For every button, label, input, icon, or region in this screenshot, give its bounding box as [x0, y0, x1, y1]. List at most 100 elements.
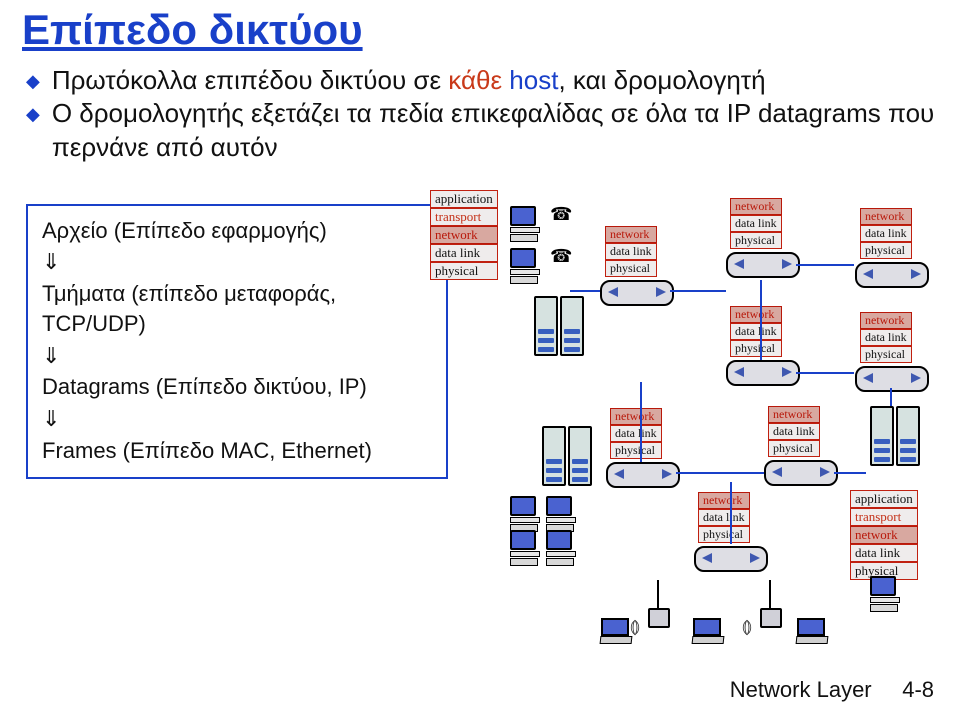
router-icon [855, 262, 929, 288]
bullet-dot-icon: ◆ [26, 70, 40, 97]
bullet-1-kw-red: κάθε [448, 65, 509, 95]
encapsulation-box: Αρχείο (Επίπεδο εφαρμογής) ⇓ Τμήματα (επ… [26, 204, 448, 480]
bullet-1-post: , και δρομολογητή [558, 65, 765, 95]
phone-icon [550, 204, 570, 224]
link-line [796, 264, 854, 266]
stack-router-8: network data link physical [698, 492, 750, 543]
layer-network: network [860, 208, 912, 225]
layer-network: network [610, 408, 662, 425]
pc-icon [510, 496, 540, 526]
layer-transport: transport [430, 208, 498, 226]
layer-datalink: data link [730, 215, 782, 232]
layer-datalink: data link [860, 329, 912, 346]
layer-application: application [850, 490, 918, 508]
link-line [570, 290, 600, 292]
enc-arrow-3: ⇓ [42, 404, 432, 434]
layer-transport: transport [850, 508, 918, 526]
pc-icon [510, 530, 540, 560]
layer-physical: physical [698, 526, 750, 543]
enc-line-4: Frames (Επίπεδο MAC, Ethernet) [42, 436, 432, 466]
layer-datalink: data link [430, 244, 498, 262]
layer-physical: physical [730, 340, 782, 357]
router-icon [694, 546, 768, 572]
bullet-2-text: Ο δρομολογητής εξετάζει τα πεδία επικεφα… [52, 97, 950, 164]
link-line [676, 472, 764, 474]
layer-network: network [850, 526, 918, 544]
pc-icon [870, 576, 900, 606]
layer-datalink: data link [610, 425, 662, 442]
layer-network: network [768, 406, 820, 423]
layer-datalink: data link [605, 243, 657, 260]
stack-router-7: network data link physical [768, 406, 820, 457]
link-line [640, 382, 642, 462]
server-icon [534, 296, 584, 352]
server-icon [870, 406, 920, 462]
bullet-1-pre: Πρωτόκολλα επιπέδου δικτύου σε [52, 65, 448, 95]
footer-page: 4-8 [902, 677, 934, 702]
phone-icon [550, 246, 570, 266]
access-point-icon [648, 580, 668, 626]
router-icon [600, 280, 674, 306]
layer-physical: physical [860, 242, 912, 259]
layer-network: network [430, 226, 498, 244]
enc-line-3: Datagrams (Επίπεδο δικτύου, IP) [42, 372, 432, 402]
router-icon [764, 460, 838, 486]
enc-line-2: Τμήματα (επίπεδο μεταφοράς, TCP/UDP) [42, 279, 432, 338]
link-line [890, 388, 892, 406]
layer-network: network [605, 226, 657, 243]
radio-wave-icon: ⦅⦆ [742, 616, 750, 637]
layer-physical: physical [430, 262, 498, 280]
pc-icon [510, 206, 540, 236]
pc-icon [546, 530, 576, 560]
stack-router-6: network data link physical [610, 408, 662, 459]
link-line [730, 482, 732, 544]
link-line [670, 290, 726, 292]
footer-label: Network Layer [730, 677, 872, 702]
layer-physical: physical [605, 260, 657, 277]
layer-datalink: data link [768, 423, 820, 440]
radio-wave-icon: ⦅⦆ [630, 616, 638, 637]
link-line [760, 280, 762, 360]
footer: Network Layer 4-8 [730, 677, 934, 703]
stack-router-5: network data link physical [860, 312, 912, 363]
enc-arrow-1: ⇓ [42, 247, 432, 277]
router-icon [606, 462, 680, 488]
router-icon [726, 360, 800, 386]
layer-physical: physical [860, 346, 912, 363]
layer-physical: physical [730, 232, 782, 249]
router-icon [855, 366, 929, 392]
laptop-icon [796, 618, 826, 640]
link-line [796, 372, 854, 374]
pc-icon [546, 496, 576, 526]
layer-physical: physical [610, 442, 662, 459]
layer-datalink: data link [730, 323, 782, 340]
bullet-list: ◆ Πρωτόκολλα επιπέδου δικτύου σε κάθε ho… [0, 54, 960, 164]
laptop-icon [600, 618, 630, 640]
stack-host-right: application transport network data link … [850, 490, 918, 580]
layer-network: network [698, 492, 750, 509]
bullet-2: ◆ Ο δρομολογητής εξετάζει τα πεδία επικε… [26, 97, 950, 164]
page-title: Επίπεδο δικτύου [0, 0, 960, 54]
server-icon [542, 426, 592, 482]
enc-arrow-2: ⇓ [42, 341, 432, 371]
stack-router-1: network data link physical [605, 226, 657, 277]
enc-line-1: Αρχείο (Επίπεδο εφαρμογής) [42, 216, 432, 246]
stack-host-left: application transport network data link … [430, 190, 498, 280]
layer-application: application [430, 190, 498, 208]
bullet-1: ◆ Πρωτόκολλα επιπέδου δικτύου σε κάθε ho… [26, 64, 950, 97]
link-line [834, 472, 866, 474]
layer-network: network [860, 312, 912, 329]
access-point-icon [760, 580, 780, 626]
layer-datalink: data link [860, 225, 912, 242]
bullet-dot-icon: ◆ [26, 103, 40, 164]
stack-router-3: network data link physical [860, 208, 912, 259]
layer-datalink: data link [850, 544, 918, 562]
layer-network: network [730, 198, 782, 215]
slide: Επίπεδο δικτύου ◆ Πρωτόκολλα επιπέδου δι… [0, 0, 960, 717]
layer-network: network [730, 306, 782, 323]
bullet-1-kw-blue: host [509, 65, 558, 95]
pc-icon [510, 248, 540, 278]
router-icon [726, 252, 800, 278]
bullet-1-text: Πρωτόκολλα επιπέδου δικτύου σε κάθε host… [52, 64, 766, 97]
layer-physical: physical [768, 440, 820, 457]
